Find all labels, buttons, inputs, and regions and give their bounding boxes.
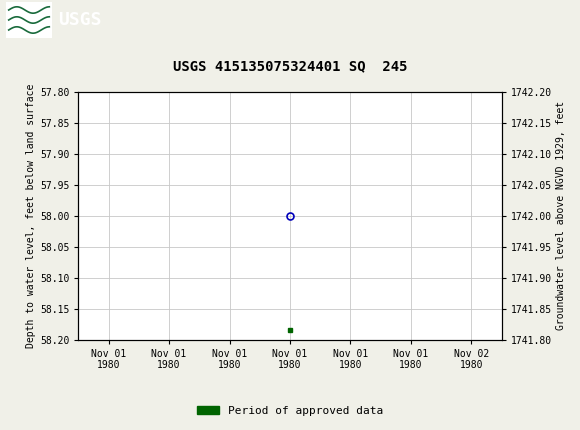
FancyBboxPatch shape <box>6 2 52 38</box>
Legend: Period of approved data: Period of approved data <box>193 401 387 420</box>
Text: USGS: USGS <box>58 11 102 29</box>
Text: USGS 415135075324401 SQ  245: USGS 415135075324401 SQ 245 <box>173 59 407 74</box>
Y-axis label: Groundwater level above NGVD 1929, feet: Groundwater level above NGVD 1929, feet <box>556 101 566 330</box>
Y-axis label: Depth to water level, feet below land surface: Depth to water level, feet below land su… <box>26 83 36 348</box>
